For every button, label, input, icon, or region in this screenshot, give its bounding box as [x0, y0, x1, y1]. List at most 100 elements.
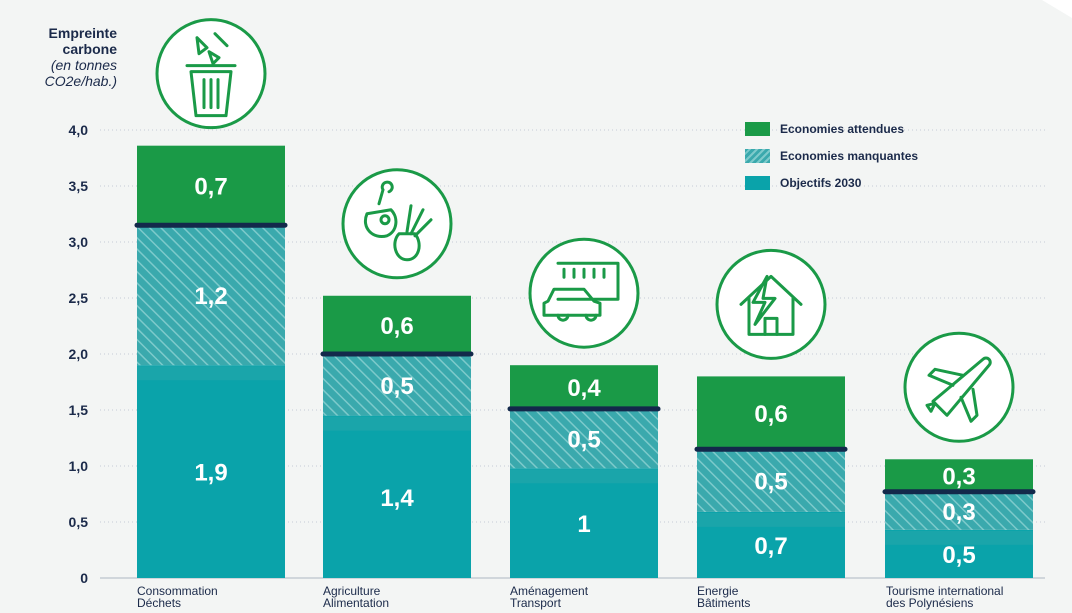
bar-segment-manquantes — [137, 225, 285, 366]
airplane-icon — [903, 331, 1015, 443]
icon-stroke — [405, 204, 433, 238]
data-label-manquantes: 0,5 — [754, 469, 787, 496]
category-label-4-line1: Energie — [697, 584, 739, 598]
data-label-attendues: 0,6 — [380, 313, 413, 340]
y-axis-title-main: Empreinte carbone — [48, 25, 117, 57]
bus-car-icon — [528, 237, 640, 349]
y-tick-label: 1,0 — [69, 458, 89, 474]
data-label-manquantes: 0,3 — [942, 499, 975, 526]
bar-segment-shade — [137, 366, 285, 381]
legend-label-attendues: Economies attendues — [780, 122, 905, 136]
icon-stroke — [364, 208, 398, 239]
icon-stroke — [542, 287, 602, 317]
category-label-2: Agriculture Alimentation — [323, 585, 389, 609]
data-label-attendues: 0,7 — [194, 173, 227, 200]
corner-decoration — [1042, 0, 1072, 18]
category-label-5-line1: Tourisme international — [886, 584, 1004, 598]
legend-item-attendues: Economies attendues — [745, 118, 918, 140]
food-icon — [341, 168, 453, 280]
category-label-5: Tourisme international des Polynésiens — [886, 585, 1003, 609]
y-axis-title-unit: (en tonnes CO2e/hab.) — [44, 57, 117, 89]
data-label-manquantes: 1,2 — [194, 283, 227, 310]
icon-circle — [903, 331, 1015, 443]
category-label-3: Aménagement Transport — [510, 585, 588, 609]
data-label-objectifs: 1,4 — [380, 485, 414, 512]
y-tick-label: 3,0 — [69, 234, 89, 250]
bar-segment-shade — [323, 416, 471, 431]
icon-stroke — [931, 356, 992, 417]
legend-swatch-manquantes — [745, 149, 770, 163]
data-label-attendues: 0,4 — [567, 375, 601, 402]
data-label-objectifs: 0,5 — [942, 542, 975, 569]
icon-stroke — [927, 367, 965, 387]
category-label-4-line2: Bâtiments — [697, 596, 751, 610]
data-label-objectifs: 1 — [577, 511, 590, 538]
icon-stroke — [393, 232, 421, 262]
legend-item-objectifs: Objectifs 2030 — [745, 172, 918, 194]
icon-stroke — [207, 50, 221, 66]
bar-segment-shade — [510, 469, 658, 484]
icon-stroke — [377, 180, 394, 206]
y-tick-label: 1,5 — [69, 402, 89, 418]
category-label-4: Energie Bâtiments — [697, 585, 750, 609]
bar-segment-objectifs — [323, 415, 471, 578]
data-label-attendues: 0,3 — [942, 464, 975, 491]
icon-stroke — [763, 316, 779, 336]
legend-swatch-objectifs — [745, 176, 770, 190]
bar-segment-objectifs — [885, 529, 1033, 578]
y-tick-label: 2,0 — [69, 346, 89, 362]
category-label-1: Consommation Déchets — [137, 585, 218, 609]
y-tick-label: 4,0 — [69, 122, 89, 138]
data-label-manquantes: 0,5 — [380, 373, 413, 400]
category-label-5-line2: des Polynésiens — [886, 596, 974, 610]
legend-item-manquantes: Economies manquantes — [745, 145, 918, 167]
house-energy-icon — [715, 248, 827, 360]
data-label-objectifs: 1,9 — [194, 460, 227, 487]
legend-label-manquantes: Economies manquantes — [780, 149, 919, 163]
icon-stroke — [213, 32, 229, 48]
bar-segment-objectifs — [697, 511, 845, 578]
bar-segment-attendues — [885, 459, 1033, 492]
category-label-3-line2: Transport — [510, 596, 561, 610]
category-label-3-line1: Aménagement — [510, 584, 589, 598]
bar-segment-shade — [885, 530, 1033, 545]
bar-segment-attendues — [137, 145, 285, 226]
legend-label-objectifs: Objectifs 2030 — [780, 176, 862, 190]
icon-circle — [528, 237, 640, 349]
icon-stroke — [925, 401, 937, 413]
bar-segment-manquantes — [510, 408, 658, 469]
bar-segment-objectifs — [137, 365, 285, 578]
icon-circle — [155, 18, 267, 130]
icon-stroke — [556, 313, 598, 322]
y-tick-label: 2,5 — [69, 290, 89, 306]
icon-stroke — [189, 70, 233, 118]
icon-stroke — [556, 261, 620, 301]
category-label-1-line2: Déchets — [137, 596, 182, 610]
data-label-manquantes: 0,5 — [567, 427, 600, 454]
y-tick-label: 0,5 — [69, 514, 89, 530]
data-label-objectifs: 0,7 — [754, 533, 787, 560]
trash-bin-icon — [155, 18, 267, 130]
bar-segment-manquantes — [885, 491, 1033, 530]
icon-stroke — [739, 274, 803, 336]
data-label-attendues: 0,6 — [754, 401, 787, 428]
icon-stroke — [195, 36, 209, 56]
legend: Economies attendues Economies manquantes… — [745, 118, 918, 199]
category-label-2-line1: Agriculture — [323, 584, 381, 598]
bar-segment-objectifs — [510, 468, 658, 578]
bar-segment-attendues — [697, 376, 845, 450]
legend-swatch-attendues — [745, 122, 770, 136]
category-label-2-line2: Alimentation — [323, 596, 390, 610]
icon-stroke — [959, 387, 979, 423]
bar-segment-attendues — [510, 365, 658, 409]
icon-stroke — [379, 214, 391, 226]
icon-stroke — [562, 267, 606, 279]
icon-stroke — [202, 78, 220, 110]
y-tick-label: 3,5 — [69, 178, 89, 194]
y-tick-label: 0 — [80, 570, 88, 586]
bar-segment-shade — [697, 512, 845, 527]
bar-segment-attendues — [323, 295, 471, 354]
icon-stroke — [751, 274, 777, 326]
